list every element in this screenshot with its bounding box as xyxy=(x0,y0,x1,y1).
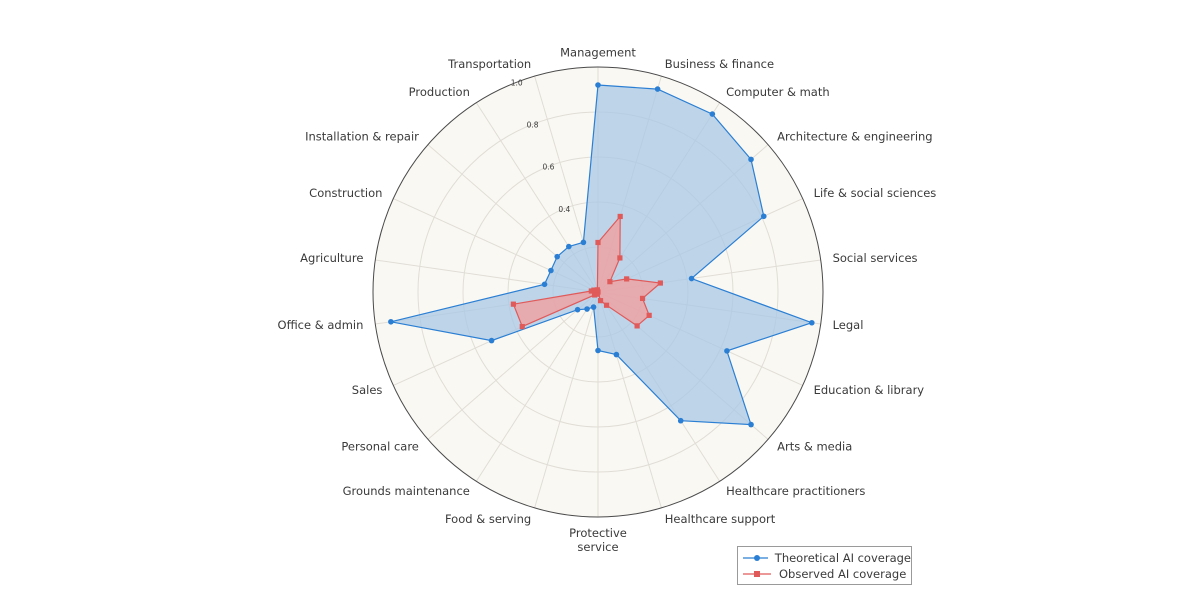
data-point-theoretical xyxy=(554,253,560,260)
category-label: Business & finance xyxy=(665,57,774,71)
category-label: Production xyxy=(409,85,470,99)
category-label: Food & serving xyxy=(445,512,531,526)
legend-item-theoretical: Theoretical AI coverage xyxy=(742,550,911,566)
category-label: Education & library xyxy=(814,383,925,397)
data-point-theoretical xyxy=(541,281,548,288)
data-point-theoretical xyxy=(488,337,495,344)
data-point-observed xyxy=(646,312,652,318)
category-label: Healthcare support xyxy=(665,512,776,526)
data-point-theoretical xyxy=(566,243,572,250)
data-point-theoretical xyxy=(760,213,767,220)
data-point-theoretical xyxy=(595,347,601,354)
category-label: Installation & repair xyxy=(305,129,419,143)
data-point-observed xyxy=(595,239,601,246)
data-point-theoretical xyxy=(654,86,661,92)
category-label: Sales xyxy=(352,383,383,397)
category-label: Social services xyxy=(833,251,918,265)
data-point-observed xyxy=(594,287,600,293)
chart-legend: Theoretical AI coverage Observed AI cove… xyxy=(737,546,912,585)
category-label: Life & social sciences xyxy=(814,186,937,200)
data-point-theoretical xyxy=(595,82,601,88)
category-label: Arts & media xyxy=(777,440,852,454)
outer-ring xyxy=(372,66,824,518)
radial-tick-label: 0.8 xyxy=(527,121,539,130)
data-point-observed xyxy=(634,323,640,329)
data-point-observed xyxy=(510,301,516,307)
category-label: Office & admin xyxy=(278,318,364,332)
category-label: Grounds maintenance xyxy=(343,484,470,498)
data-point-theoretical xyxy=(590,304,597,310)
category-label: Transportation xyxy=(447,57,531,71)
data-point-theoretical xyxy=(613,351,620,358)
data-point-theoretical xyxy=(548,267,554,274)
data-point-theoretical xyxy=(724,348,730,354)
data-point-theoretical xyxy=(809,319,815,326)
data-point-observed xyxy=(591,292,598,298)
data-point-theoretical xyxy=(677,417,684,424)
data-point-observed xyxy=(617,255,623,261)
data-point-observed xyxy=(519,323,525,330)
data-point-observed xyxy=(597,298,604,304)
data-point-theoretical xyxy=(388,318,394,325)
chart-series xyxy=(388,82,815,428)
data-point-observed xyxy=(607,279,613,285)
legend-swatch-observed xyxy=(743,571,771,577)
data-point-theoretical xyxy=(688,275,695,282)
category-label: Architecture & engineering xyxy=(777,129,933,143)
category-label: Construction xyxy=(309,186,382,200)
category-label: Management xyxy=(560,46,636,60)
radial-tick-label: 0.6 xyxy=(542,163,554,172)
radial-tick-labels: 0.4 0.6 0.8 1.0 xyxy=(511,78,571,213)
data-point-observed xyxy=(624,276,630,282)
category-label: Protective service xyxy=(569,526,627,554)
legend-label-observed: Observed AI coverage xyxy=(779,567,907,581)
category-label: Healthcare practitioners xyxy=(726,484,865,498)
data-point-theoretical xyxy=(748,421,754,428)
data-point-theoretical xyxy=(580,239,587,246)
data-point-theoretical xyxy=(584,306,590,312)
data-point-theoretical xyxy=(709,111,716,117)
radial-tick-label: 0.4 xyxy=(558,205,570,214)
category-label: Computer & math xyxy=(726,85,830,99)
legend-label-theoretical: Theoretical AI coverage xyxy=(774,551,911,565)
legend-item-observed: Observed AI coverage xyxy=(742,566,911,582)
category-labels: Management Business & finance Computer & m… xyxy=(278,46,937,554)
category-label: Agriculture xyxy=(300,251,363,265)
data-point-observed xyxy=(603,302,610,308)
radial-tick-label: 1.0 xyxy=(511,78,523,87)
category-label: Personal care xyxy=(341,440,418,454)
data-point-observed xyxy=(657,280,663,286)
grid-spoke xyxy=(534,291,599,509)
data-point-observed xyxy=(639,295,646,302)
category-label: Legal xyxy=(833,318,864,332)
legend-swatch-theoretical xyxy=(743,555,768,561)
data-point-theoretical xyxy=(748,156,754,163)
data-point-observed xyxy=(617,213,623,220)
grid-spoke xyxy=(475,291,599,482)
grid-spoke xyxy=(427,291,599,440)
data-point-theoretical xyxy=(574,306,581,313)
